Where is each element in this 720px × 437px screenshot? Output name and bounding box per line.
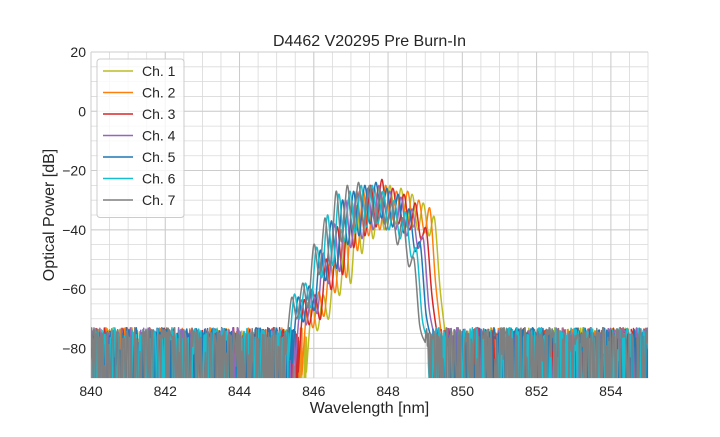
- x-tick-label: 842: [154, 383, 178, 399]
- y-tick-label: −20: [62, 163, 86, 179]
- y-axis-label: Optical Power [dB]: [41, 149, 58, 282]
- legend-label: Ch. 5: [142, 149, 176, 165]
- y-tick-label: 0: [78, 103, 86, 119]
- tick-labels: 840 842 844 846 848 850 852 854 20 0 −20 −40 −60 −80: [62, 44, 623, 399]
- x-tick-label: 844: [228, 383, 252, 399]
- legend-label: Ch. 6: [142, 171, 176, 187]
- y-tick-label: −60: [62, 281, 86, 297]
- legend-item: Ch. 2: [103, 85, 176, 101]
- legend-label: Ch. 1: [142, 63, 176, 79]
- legend-label: Ch. 4: [142, 128, 176, 144]
- legend-item: Ch. 4: [103, 128, 176, 144]
- legend-label: Ch. 2: [142, 85, 176, 101]
- series-line-ch-7: [91, 181, 648, 378]
- x-tick-label: 850: [451, 383, 475, 399]
- x-tick-label: 848: [376, 383, 400, 399]
- legend-item: Ch. 6: [103, 171, 176, 187]
- legend-item: Ch. 1: [103, 63, 176, 79]
- x-tick-label: 854: [599, 383, 623, 399]
- x-axis-label: Wavelength [nm]: [310, 400, 429, 417]
- legend-item: Ch. 7: [103, 192, 176, 208]
- legend-item: Ch. 3: [103, 106, 176, 122]
- legend-label: Ch. 7: [142, 192, 176, 208]
- y-tick-label: −40: [62, 222, 86, 238]
- chart-title: D4462 V20295 Pre Burn-In: [273, 33, 466, 50]
- x-tick-label: 840: [79, 383, 103, 399]
- series-line-ch-4: [91, 184, 648, 378]
- plot-traces: [91, 178, 648, 378]
- x-tick-label: 846: [302, 383, 326, 399]
- y-tick-label: 20: [70, 44, 86, 60]
- y-tick-label: −80: [62, 340, 86, 356]
- legend-label: Ch. 3: [142, 106, 176, 122]
- legend: Ch. 1 Ch. 2 Ch. 3 Ch. 4 Ch. 5 Ch. 6 Ch. 7: [96, 58, 185, 218]
- legend-item: Ch. 5: [103, 149, 176, 165]
- x-tick-label: 852: [525, 383, 549, 399]
